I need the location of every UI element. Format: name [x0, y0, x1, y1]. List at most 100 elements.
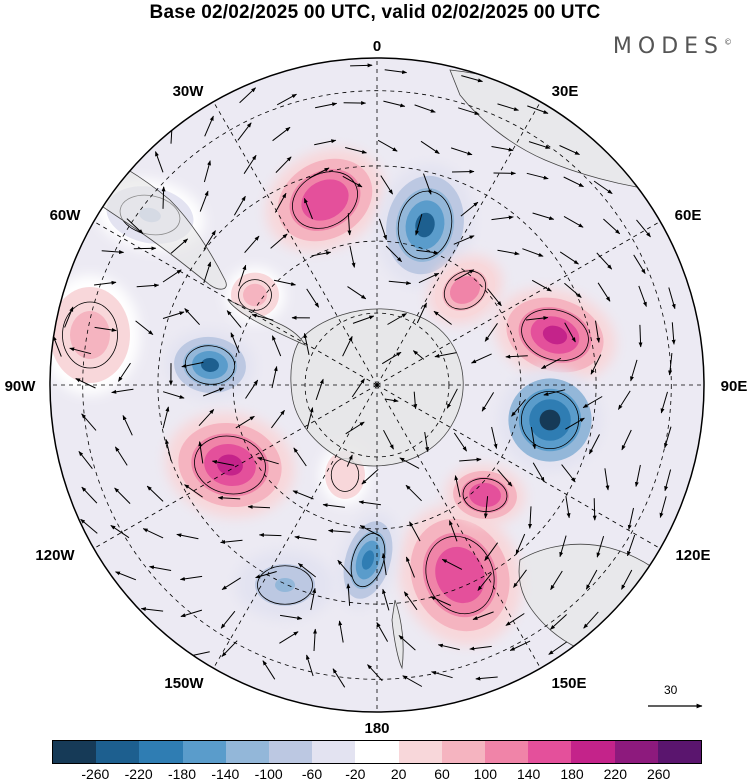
colorbar-tick-label: 260 — [646, 766, 671, 782]
contour-line — [397, 190, 453, 260]
wind-vector-arrow — [203, 387, 225, 397]
colorbar-tick-label: 220 — [603, 766, 628, 782]
wind-vector-arrow — [198, 409, 215, 427]
wind-vector-arrow — [310, 587, 317, 611]
wind-vector-arrow — [338, 620, 344, 643]
wind-vector-arrow — [298, 563, 317, 578]
contour-line — [257, 565, 313, 605]
wind-vector-arrow — [409, 521, 421, 542]
wind-vector-arrow — [315, 378, 324, 401]
wind-vector-arrow — [451, 169, 475, 174]
wind-vector-arrow — [332, 668, 346, 688]
wind-vector-arrow — [564, 322, 576, 343]
wind-vector-arrow — [477, 572, 492, 591]
wind-vector-arrow — [416, 249, 439, 255]
wind-vector-arrow — [559, 535, 567, 558]
wind-vector-arrow — [437, 643, 460, 651]
wind-vector-arrow — [597, 282, 611, 302]
colorbar-tick-label: -60 — [301, 766, 323, 782]
colorbar-tick-label: 180 — [560, 766, 584, 782]
wind-vector-arrow — [345, 147, 367, 154]
wind-vector-arrow — [378, 218, 387, 241]
colorbar-segment — [182, 741, 226, 763]
wind-vector-arrow — [564, 282, 582, 298]
wind-vector-arrow — [380, 175, 394, 195]
wind-vector-arrow — [309, 167, 330, 179]
wind-vector-arrow — [199, 190, 209, 212]
contour-line — [521, 308, 589, 362]
wind-vector-arrow — [315, 102, 338, 109]
wind-vector-arrow — [221, 577, 241, 591]
wind-vector-arrow — [388, 280, 412, 285]
lon-label-120e: 120E — [675, 547, 710, 564]
wind-vector-arrow — [161, 186, 166, 209]
wind-vector-arrow — [430, 596, 452, 606]
anomaly-contour — [275, 578, 295, 592]
wind-vector-arrow — [481, 392, 495, 412]
wind-vector-arrow — [532, 462, 545, 483]
wind-vector-arrow — [69, 347, 92, 355]
wind-vector-arrow — [454, 475, 461, 498]
reference-vector-label: 30 — [664, 683, 678, 697]
wind-vector-arrow — [146, 485, 164, 502]
lon-label-150e: 150E — [551, 675, 586, 692]
wind-vector-arrow — [563, 176, 584, 188]
lat-lon-grid — [50, 58, 704, 712]
wind-vector-arrow — [328, 528, 351, 533]
wind-vector-arrow — [203, 230, 216, 250]
lon-label-60e: 60E — [675, 207, 702, 224]
wind-vector-arrow — [405, 556, 415, 578]
wind-vector-arrow — [593, 180, 613, 195]
wind-vector-arrow — [345, 421, 365, 435]
meridian-line — [376, 221, 661, 386]
colorbar-tick-label: 140 — [516, 766, 541, 782]
colorbar-tick-label: -220 — [124, 766, 153, 782]
wind-vector-arrow — [531, 279, 552, 292]
wind-vector-arrow — [636, 219, 651, 238]
wind-vector-arrow — [399, 457, 420, 469]
wind-vector-arrow — [140, 607, 164, 612]
wind-vector-arrow — [80, 518, 98, 534]
wind-vector-arrow — [251, 313, 274, 321]
wind-vector-arrow — [497, 103, 519, 111]
wind-vector-arrow — [306, 654, 314, 677]
reference-vector-arrow — [648, 703, 703, 709]
wind-vector-arrow — [509, 640, 531, 651]
wind-vector-arrow — [303, 197, 313, 220]
wind-vector-arrow — [550, 614, 567, 630]
wind-vector-arrow — [346, 583, 351, 606]
wind-vector-arrow — [424, 432, 430, 453]
modes-logo: MODES© — [613, 34, 732, 59]
wind-vector-arrow — [431, 671, 453, 679]
wind-vector-arrow — [563, 215, 584, 228]
wind-vector-arrow — [162, 269, 182, 283]
wind-vector-arrow — [347, 213, 352, 236]
lon-label-30e: 30E — [552, 83, 579, 100]
wind-vector-arrow — [211, 460, 235, 466]
wind-vector-arrow — [638, 285, 647, 307]
wind-vector-arrow — [101, 250, 125, 255]
wind-vector-arrow — [247, 504, 271, 509]
wind-vector-arrow — [487, 288, 502, 307]
contour-line — [425, 535, 495, 615]
anomaly-center — [337, 511, 399, 609]
lon-label-90w: 90W — [5, 378, 37, 395]
wind-vector-arrow — [381, 351, 402, 365]
wind-vector-arrow — [596, 252, 613, 270]
wind-vector-arrow — [122, 414, 133, 436]
wind-vector-arrow — [75, 378, 96, 389]
wind-vector-arrow — [176, 533, 199, 540]
anomaly-contour — [457, 283, 473, 297]
wind-vector-arrow — [458, 107, 480, 115]
wind-vector-arrow — [398, 635, 416, 651]
wind-vector-arrow — [515, 533, 526, 555]
anomaly-contour — [447, 560, 473, 590]
wind-vector-arrow — [550, 570, 563, 591]
wind-vector-arrow — [162, 406, 170, 429]
wind-vector-arrow — [543, 389, 566, 396]
colorbar-tick-label: -20 — [345, 766, 366, 782]
colorbar-segment — [441, 741, 486, 763]
wind-vector-arrow — [149, 565, 172, 571]
colorbar-segment — [269, 741, 313, 763]
